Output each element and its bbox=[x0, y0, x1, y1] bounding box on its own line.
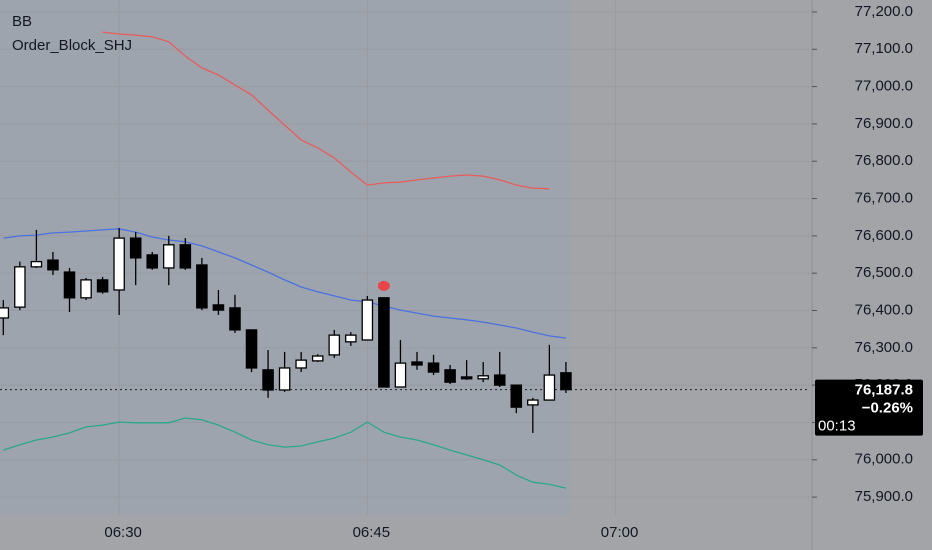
x-tick-label: 07:00 bbox=[601, 524, 639, 541]
change-label: −0.26% bbox=[862, 400, 913, 417]
candle-body bbox=[278, 367, 291, 391]
y-tick-label: 76,700.0 bbox=[855, 190, 913, 207]
y-tick-label: 76,000.0 bbox=[855, 451, 913, 468]
band-line bbox=[3, 228, 566, 339]
y-tick-label: 76,500.0 bbox=[855, 264, 913, 281]
signal-dot bbox=[377, 280, 390, 291]
candle-body bbox=[14, 266, 26, 308]
candle-body bbox=[328, 334, 341, 356]
candle-body bbox=[510, 384, 523, 408]
y-tick-label: 76,400.0 bbox=[855, 301, 913, 318]
candle-body bbox=[411, 361, 423, 366]
candle-body bbox=[444, 369, 456, 383]
indicator-label: Order_Block_SHJ bbox=[12, 37, 132, 54]
candle-body bbox=[163, 244, 175, 269]
countdown-label: 00:13 bbox=[818, 418, 856, 435]
candle-body bbox=[0, 307, 10, 319]
candle-body bbox=[543, 374, 556, 401]
candle-body bbox=[394, 362, 407, 388]
y-tick-label: 77,100.0 bbox=[855, 40, 913, 57]
candle-body bbox=[30, 260, 43, 268]
candle-body bbox=[196, 264, 208, 309]
y-tick-label: 76,900.0 bbox=[855, 115, 913, 132]
candle-body bbox=[311, 355, 324, 362]
y-tick-label: 76,300.0 bbox=[855, 339, 913, 356]
band-line bbox=[3, 417, 567, 489]
candle-body bbox=[295, 359, 307, 369]
candle-body bbox=[179, 244, 192, 269]
candle-body bbox=[527, 399, 539, 406]
last-price-label: 76,187.8 bbox=[855, 382, 913, 399]
candle-body bbox=[129, 237, 142, 259]
candle-body bbox=[113, 237, 125, 291]
last-price-box bbox=[815, 379, 923, 436]
candle-body bbox=[47, 259, 59, 271]
y-tick-label: 75,900.0 bbox=[855, 488, 913, 505]
candle-body bbox=[146, 254, 159, 269]
y-tick-label: 76,600.0 bbox=[855, 227, 913, 244]
x-tick-label: 06:30 bbox=[104, 524, 142, 541]
candle-body bbox=[493, 374, 506, 386]
indicator-label: BB bbox=[12, 13, 32, 30]
candle-body bbox=[96, 279, 109, 293]
session-area bbox=[0, 0, 570, 515]
x-tick-label: 06:45 bbox=[353, 524, 391, 541]
candle-body bbox=[345, 334, 357, 343]
candle-body bbox=[212, 304, 225, 311]
band-line bbox=[102, 31, 550, 190]
candle-body bbox=[378, 297, 390, 388]
candle-body bbox=[262, 369, 274, 391]
candle-body bbox=[427, 362, 440, 373]
candle-body bbox=[245, 329, 258, 369]
y-tick-label: 77,000.0 bbox=[855, 78, 913, 95]
candle-body bbox=[229, 307, 241, 331]
y-tick-label: 77,200.0 bbox=[855, 3, 913, 20]
candle-body bbox=[63, 271, 76, 299]
candle-body bbox=[460, 376, 473, 380]
y-tick-label: 76,800.0 bbox=[855, 152, 913, 169]
candle-body bbox=[560, 372, 572, 391]
candle-body bbox=[477, 375, 489, 380]
candle-body bbox=[80, 279, 92, 299]
candle-body bbox=[361, 299, 374, 341]
